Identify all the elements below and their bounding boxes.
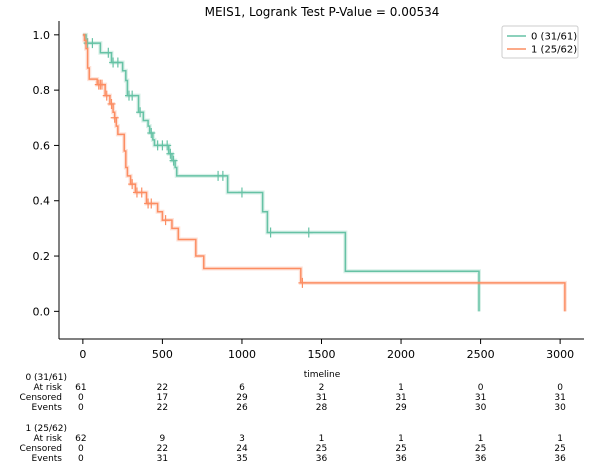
risk-cell: 0 — [78, 454, 84, 464]
legend: 0 (31/61) 1 (25/62) — [501, 25, 579, 59]
censor-mark — [304, 227, 313, 238]
censor-mark — [161, 215, 170, 226]
risk-cell: 17 — [157, 393, 168, 403]
risk-group-title: 0 (31/61) — [25, 373, 67, 383]
censor-mark — [128, 179, 137, 190]
risk-row-label: Events — [32, 403, 63, 413]
x-axis-label: timeline — [304, 370, 341, 380]
y-tick-label: 0.2 — [33, 250, 51, 263]
series-line — [82, 34, 566, 312]
x-tick-label: 0 — [79, 348, 86, 361]
x-tick-label: 3000 — [546, 348, 574, 361]
y-tick-label: 0.4 — [33, 195, 51, 208]
risk-cell: 25 — [316, 444, 327, 454]
risk-cell: 0 — [78, 403, 84, 413]
risk-cell: 36 — [395, 454, 407, 464]
y-tick-label: 0.8 — [33, 84, 51, 97]
risk-cell: 61 — [75, 383, 86, 393]
censor-mark — [110, 112, 119, 123]
risk-cell: 62 — [75, 434, 86, 444]
censor-mark — [97, 79, 106, 90]
risk-cell: 36 — [554, 454, 566, 464]
censor-mark — [104, 47, 113, 58]
censor-mark — [166, 148, 175, 159]
risk-cell: 36 — [475, 454, 487, 464]
risk-group-title: 1 (25/62) — [25, 424, 67, 434]
risk-cell: 29 — [236, 393, 248, 403]
risk-row-label: Events — [32, 454, 63, 464]
legend-box — [501, 25, 579, 59]
risk-cell: 30 — [475, 403, 487, 413]
censor-mark — [163, 140, 172, 151]
risk-cell: 35 — [236, 454, 247, 464]
x-tick-label: 2500 — [467, 348, 495, 361]
risk-cell: 29 — [395, 403, 407, 413]
censor-mark — [137, 187, 146, 198]
censor-mark — [107, 98, 116, 109]
risk-row-label: At risk — [34, 434, 63, 444]
censor-mark — [147, 127, 156, 138]
risk-cell: 1 — [398, 383, 404, 393]
censor-mark — [128, 90, 137, 101]
risk-cell: 28 — [316, 403, 328, 413]
series-0 — [82, 32, 481, 312]
risk-cell: 25 — [475, 444, 486, 454]
y-tick-label: 1.0 — [33, 29, 51, 42]
x-tick-label: 500 — [152, 348, 173, 361]
x-tick-label: 2000 — [387, 348, 415, 361]
censor-mark — [136, 107, 145, 118]
censor-mark — [218, 170, 227, 181]
risk-cell: 30 — [554, 403, 566, 413]
series-band — [82, 32, 567, 312]
risk-cell: 2 — [319, 383, 325, 393]
y-tick-label: 0.0 — [33, 305, 51, 318]
risk-row-label: Censored — [20, 393, 62, 403]
risk-cell: 31 — [157, 454, 168, 464]
risk-cell: 25 — [395, 444, 406, 454]
x-tick-label: 1500 — [308, 348, 336, 361]
risk-cell: 31 — [395, 393, 406, 403]
risk-row-label: At risk — [34, 383, 63, 393]
risk-cell: 22 — [157, 383, 168, 393]
chart-title: MEIS1, Logrank Test P-Value = 0.00534 — [205, 5, 440, 19]
risk-cell: 1 — [557, 434, 563, 444]
risk-cell: 22 — [157, 444, 168, 454]
censor-mark — [298, 277, 307, 288]
censor-mark — [102, 90, 111, 101]
risk-cell: 0 — [78, 393, 84, 403]
censor-mark — [113, 57, 122, 68]
censor-mark — [88, 38, 97, 49]
risk-cell: 6 — [239, 383, 245, 393]
risk-cell: 31 — [475, 393, 486, 403]
legend-label: 1 (25/62) — [531, 45, 577, 56]
risk-cell: 24 — [236, 444, 248, 454]
legend-label: 0 (31/61) — [531, 32, 577, 43]
risk-cell: 0 — [478, 383, 484, 393]
censor-mark — [169, 155, 178, 166]
risk-cell: 3 — [239, 434, 245, 444]
risk-cell: 25 — [554, 444, 565, 454]
risk-cell: 0 — [78, 444, 84, 454]
risk-cell: 26 — [236, 403, 248, 413]
plot-area: 0.0 0.2 0.4 0.6 0.8 1.0 0 500 1000 1500 2000 2500 30… — [33, 21, 584, 361]
risk-cell: 31 — [316, 393, 327, 403]
y-tick-label: 0.6 — [33, 139, 51, 152]
risk-cell: 1 — [478, 434, 484, 444]
censor-mark — [237, 187, 246, 198]
risk-cell: 1 — [319, 434, 325, 444]
risk-cell: 31 — [554, 393, 565, 403]
censor-mark — [147, 198, 156, 209]
censor-mark — [266, 227, 275, 238]
risk-cell: 9 — [160, 434, 166, 444]
series-1 — [82, 32, 567, 312]
risk-cell: 0 — [557, 383, 563, 393]
risk-row-label: Censored — [20, 444, 62, 454]
risk-cell: 36 — [316, 454, 328, 464]
x-tick-label: 1000 — [228, 348, 256, 361]
risk-cell: 1 — [398, 434, 404, 444]
risk-cell: 22 — [157, 403, 168, 413]
